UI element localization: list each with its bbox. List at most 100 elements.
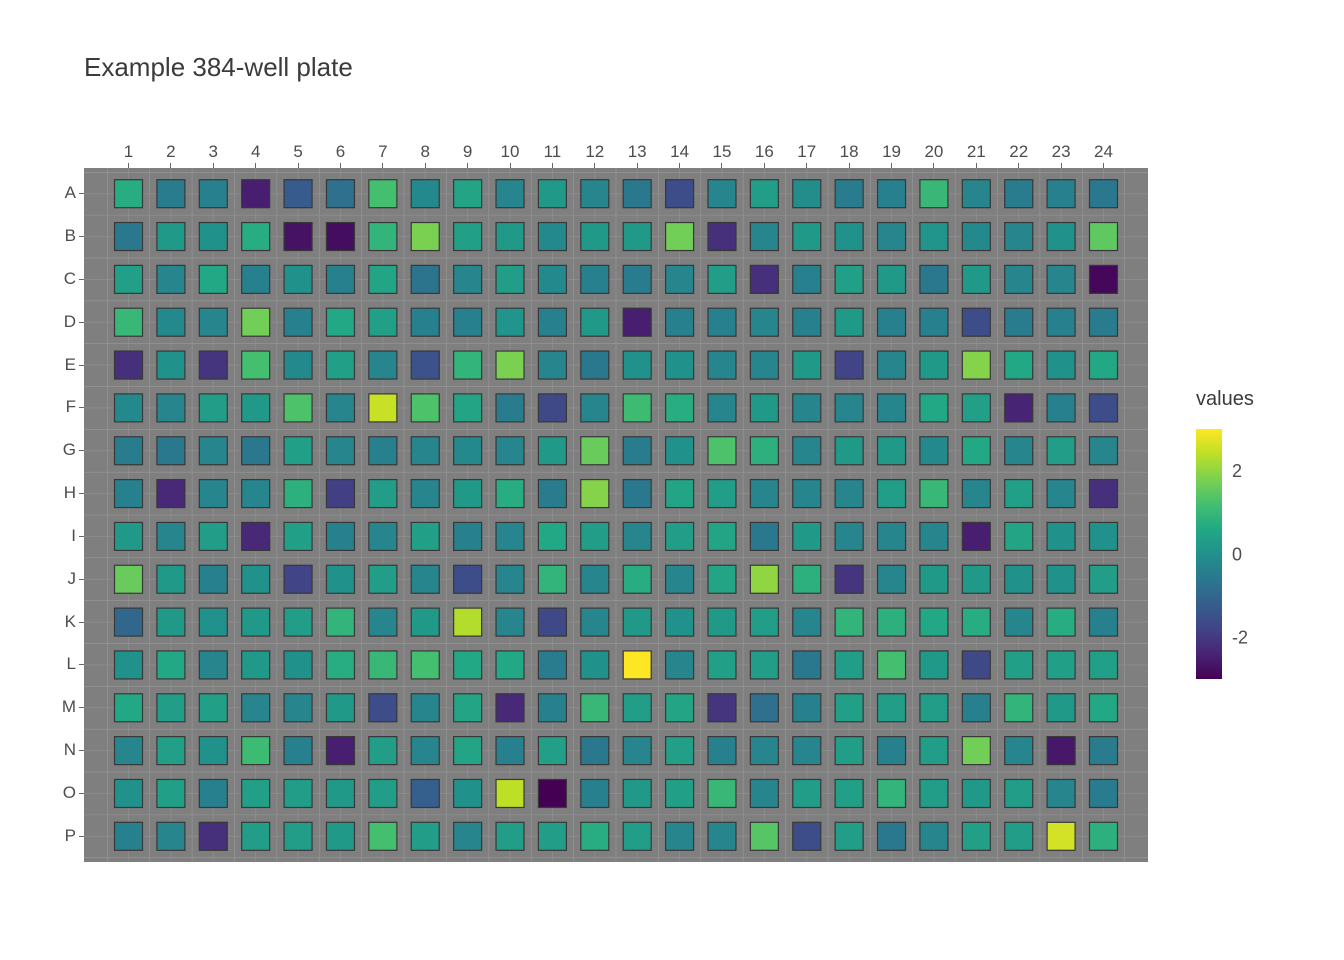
well: [115, 822, 143, 850]
well: [666, 223, 694, 251]
row-label: C: [46, 269, 76, 289]
legend: values 20-2: [1196, 388, 1272, 694]
well: [284, 779, 312, 807]
col-label: 2: [151, 142, 191, 162]
well: [369, 822, 397, 850]
col-label: 4: [236, 142, 276, 162]
well: [1047, 437, 1075, 465]
well: [496, 265, 524, 293]
well: [750, 651, 778, 679]
well: [369, 480, 397, 508]
well: [581, 522, 609, 550]
well: [666, 822, 694, 850]
well: [1089, 822, 1117, 850]
well: [454, 480, 482, 508]
well: [920, 223, 948, 251]
well: [538, 694, 566, 722]
well: [157, 779, 185, 807]
well: [750, 394, 778, 422]
well: [115, 180, 143, 208]
col-label: 11: [532, 142, 572, 162]
row-tick: [79, 236, 84, 237]
well: [835, 522, 863, 550]
row-label: J: [46, 569, 76, 589]
well: [835, 565, 863, 593]
well: [750, 822, 778, 850]
well: [581, 565, 609, 593]
well: [920, 394, 948, 422]
well: [199, 694, 227, 722]
well: [623, 308, 651, 336]
well: [708, 608, 736, 636]
well: [157, 308, 185, 336]
well: [962, 522, 990, 550]
well: [157, 480, 185, 508]
well: [1005, 694, 1033, 722]
well: [454, 694, 482, 722]
well: [369, 308, 397, 336]
well: [115, 522, 143, 550]
col-label: 6: [320, 142, 360, 162]
well: [708, 737, 736, 765]
well: [538, 180, 566, 208]
well: [835, 223, 863, 251]
well: [708, 223, 736, 251]
well: [496, 180, 524, 208]
well: [242, 737, 270, 765]
well: [538, 265, 566, 293]
well: [920, 779, 948, 807]
well: [666, 480, 694, 508]
col-tick: [467, 163, 468, 168]
well: [962, 779, 990, 807]
well: [1089, 779, 1117, 807]
well: [199, 737, 227, 765]
well: [878, 223, 906, 251]
well: [1005, 180, 1033, 208]
col-tick: [891, 163, 892, 168]
col-label: 22: [999, 142, 1039, 162]
well: [962, 351, 990, 379]
well: [1047, 608, 1075, 636]
col-tick: [128, 163, 129, 168]
well: [284, 608, 312, 636]
well: [157, 565, 185, 593]
well: [1047, 480, 1075, 508]
well: [708, 651, 736, 679]
well: [369, 265, 397, 293]
well: [793, 522, 821, 550]
well: [835, 480, 863, 508]
well: [1089, 651, 1117, 679]
well: [496, 480, 524, 508]
legend-tick-label: 2: [1232, 461, 1242, 481]
well: [1047, 694, 1075, 722]
well: [496, 779, 524, 807]
well: [538, 565, 566, 593]
well: [581, 651, 609, 679]
well: [199, 480, 227, 508]
well: [242, 180, 270, 208]
well: [115, 437, 143, 465]
well: [326, 694, 354, 722]
well: [496, 522, 524, 550]
row-label: E: [46, 355, 76, 375]
well: [878, 394, 906, 422]
well: [920, 351, 948, 379]
col-tick: [637, 163, 638, 168]
well: [581, 822, 609, 850]
well: [242, 394, 270, 422]
well: [623, 351, 651, 379]
well: [623, 265, 651, 293]
well: [708, 308, 736, 336]
well: [284, 308, 312, 336]
well: [199, 223, 227, 251]
well: [284, 694, 312, 722]
well: [708, 437, 736, 465]
col-label: 7: [363, 142, 403, 162]
well: [623, 522, 651, 550]
row-label: M: [46, 697, 76, 717]
well: [454, 651, 482, 679]
well: [793, 651, 821, 679]
well: [369, 565, 397, 593]
well: [157, 265, 185, 293]
well: [581, 180, 609, 208]
